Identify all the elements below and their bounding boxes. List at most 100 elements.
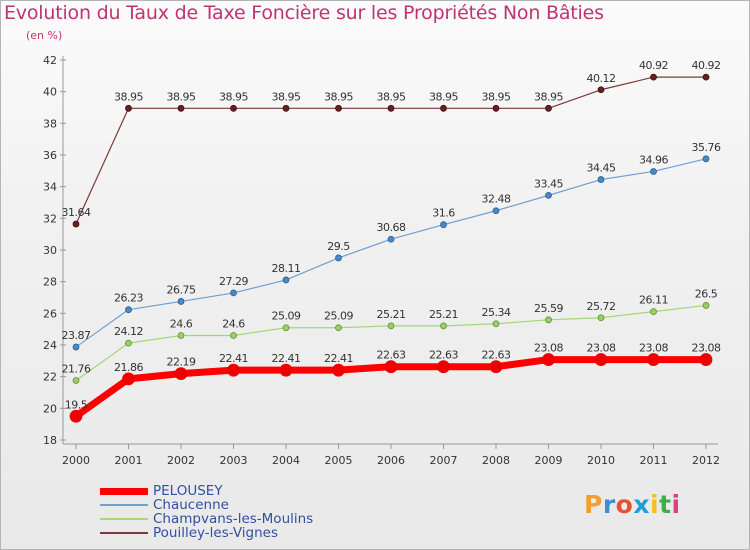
data-point (384, 360, 398, 374)
data-label: 28.11 (272, 262, 301, 275)
data-point (69, 409, 83, 423)
y-tick-label: 24 (43, 339, 57, 352)
data-point (282, 276, 290, 284)
data-label: 22.41 (219, 352, 248, 365)
data-point (282, 104, 290, 112)
data-point (597, 86, 605, 94)
data-label: 22.63 (377, 349, 406, 362)
chart-subtitle: (en %) (26, 29, 63, 42)
data-point (702, 302, 710, 309)
data-label: 27.29 (219, 275, 248, 288)
logo-letter: i (671, 490, 681, 519)
data-label: 34.96 (639, 153, 668, 166)
x-tick-label: 2003 (220, 454, 248, 467)
data-point (492, 104, 500, 112)
data-point (387, 322, 395, 330)
x-tick-label: 2001 (115, 454, 143, 467)
logo-letter: P (584, 490, 603, 519)
y-tick-label: 30 (43, 244, 57, 257)
y-tick-label: 20 (43, 402, 57, 415)
data-label: 21.76 (62, 362, 91, 375)
legend-swatch (100, 488, 148, 495)
proxiti-logo: Proxiti (584, 490, 681, 519)
data-label: 38.95 (534, 90, 563, 103)
data-point (440, 104, 447, 112)
data-label: 23.08 (692, 342, 721, 355)
data-label: 23.08 (587, 342, 616, 355)
data-point (125, 104, 132, 112)
data-label: 25.72 (587, 300, 616, 313)
data-label: 22.63 (482, 349, 511, 362)
data-point (699, 353, 713, 366)
data-point (440, 322, 447, 330)
data-point (545, 316, 552, 324)
data-label: 31.6 (432, 207, 455, 220)
data-label: 40.12 (587, 72, 616, 85)
legend-label: Pouilley-les-Vignes (153, 525, 278, 541)
data-label: 24.6 (222, 318, 245, 331)
data-label: 25.59 (534, 302, 563, 315)
data-point (177, 332, 185, 339)
data-label: 24.6 (170, 318, 193, 331)
data-label: 24.12 (114, 325, 143, 338)
legend-swatch (100, 518, 148, 520)
data-label: 25.09 (324, 310, 353, 323)
data-point (227, 363, 240, 377)
legend-label: PELOUSEY (153, 483, 223, 499)
data-label: 34.45 (587, 162, 616, 175)
data-point (545, 191, 552, 199)
x-tick-label: 2006 (377, 454, 405, 467)
logo-letter: x (633, 490, 650, 519)
y-tick-label: 36 (43, 149, 57, 162)
logo-letter: r (602, 490, 616, 519)
data-label: 31.64 (62, 206, 91, 219)
data-point (174, 367, 188, 381)
data-point (72, 377, 80, 384)
data-point (647, 353, 660, 366)
data-label: 38.95 (219, 90, 248, 103)
x-tick-label: 2004 (272, 454, 300, 467)
data-label: 23.08 (639, 342, 668, 355)
legend-label: Champvans-les-Moulins (153, 511, 314, 527)
x-tick-label: 2005 (325, 454, 353, 467)
data-point (489, 360, 503, 374)
data-label: 38.95 (429, 90, 458, 103)
data-label: 26.5 (695, 287, 718, 300)
data-point (177, 298, 185, 305)
data-point (492, 320, 500, 328)
data-label: 38.95 (482, 90, 511, 103)
data-point (332, 363, 345, 377)
data-label: 38.95 (377, 90, 406, 103)
data-point (387, 104, 395, 112)
data-point (387, 235, 395, 243)
data-point (597, 314, 605, 322)
data-label: 38.95 (114, 90, 143, 103)
data-label: 25.21 (429, 308, 458, 321)
data-point (177, 104, 185, 112)
data-point (594, 353, 608, 366)
data-point (702, 155, 710, 163)
data-label: 38.95 (324, 90, 353, 103)
x-tick-label: 2008 (482, 454, 510, 467)
data-label: 26.75 (167, 283, 196, 296)
data-label: 40.92 (692, 59, 721, 72)
data-label: 26.23 (114, 292, 143, 305)
x-tick-label: 2010 (587, 454, 615, 467)
data-label: 29.5 (327, 240, 350, 253)
legend: PELOUSEY Chaucenne Champvans-les-Moulins… (100, 483, 360, 541)
y-tick-label: 42 (43, 54, 57, 67)
x-tick-label: 2011 (640, 454, 668, 467)
x-tick-label: 2009 (535, 454, 563, 467)
y-tick-label: 38 (43, 117, 57, 130)
data-label: 22.41 (324, 352, 353, 365)
data-point (440, 221, 447, 229)
data-point (230, 332, 237, 339)
chart-title: Evolution du Taux de Taxe Foncière sur l… (4, 2, 604, 24)
legend-swatch (100, 504, 148, 506)
x-tick-label: 2012 (692, 454, 720, 467)
legend-item: PELOUSEY (100, 483, 360, 499)
data-point (279, 363, 293, 377)
data-point (650, 73, 657, 81)
